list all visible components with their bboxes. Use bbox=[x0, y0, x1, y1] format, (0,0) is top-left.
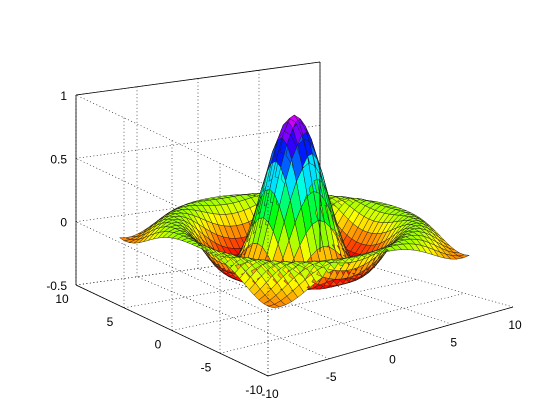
y-tick-label: 0 bbox=[155, 338, 162, 352]
y-tick-label: 10 bbox=[55, 292, 69, 306]
z-tick-label: 0 bbox=[60, 216, 67, 230]
y-tick-label: 5 bbox=[107, 315, 114, 329]
x-tick-label: 0 bbox=[389, 353, 396, 367]
backwall-gridline-z bbox=[75, 125, 321, 159]
x-tick-label: 10 bbox=[508, 318, 522, 332]
axes-lines bbox=[75, 61, 514, 377]
floor-gridline-x bbox=[258, 259, 452, 325]
back-top-edge bbox=[75, 61, 321, 96]
z-tick-label: 1 bbox=[60, 89, 67, 103]
y-tick-label: -10 bbox=[245, 383, 263, 397]
z-tick-label: -0.5 bbox=[46, 279, 67, 293]
x-tick-label: -5 bbox=[326, 370, 337, 384]
sidewall-gridline-z bbox=[75, 221, 269, 313]
surface-facet bbox=[458, 254, 470, 259]
y-tick-label: -5 bbox=[201, 360, 212, 374]
floor-gridline-y bbox=[219, 292, 465, 354]
surface-mesh bbox=[119, 114, 470, 308]
z-tick-label: 0.5 bbox=[50, 152, 67, 166]
x-axis-line bbox=[267, 306, 514, 377]
floor-gridline-x bbox=[197, 268, 391, 342]
sidewall-gridline-z bbox=[75, 94, 269, 187]
x-tick-label: 5 bbox=[450, 335, 457, 349]
backwall-gridline-z bbox=[75, 251, 321, 286]
x-tick-label: -10 bbox=[261, 387, 279, 401]
y-axis-line bbox=[75, 284, 269, 377]
